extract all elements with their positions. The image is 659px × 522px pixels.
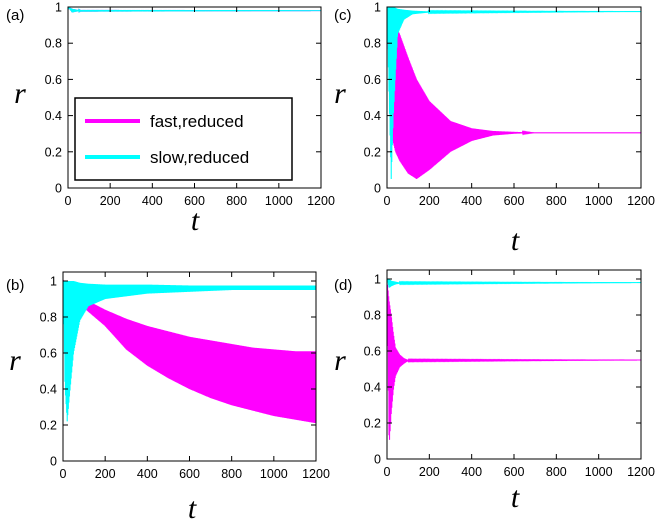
y-axis-label: r — [334, 344, 346, 377]
x-tick-label: 800 — [221, 467, 242, 481]
panel-b: 0 200 400 600 800 1000 1200 0 0.2 0.4 0.6 0.8 1 (b) r t — [6, 271, 330, 522]
x-tick-label: 800 — [546, 465, 567, 479]
x-tick-label: 1200 — [627, 194, 655, 208]
x-tick-label: 800 — [546, 194, 567, 208]
y-tick-label: 1 — [50, 275, 57, 289]
x-tick-label: 1000 — [585, 465, 613, 479]
x-tick-label: 600 — [179, 467, 200, 481]
legend-entry: slow,reduced — [150, 148, 249, 167]
y-tick-label: 0.4 — [364, 109, 381, 123]
panel-label: (c) — [334, 7, 352, 24]
series-slow-reduced — [387, 278, 641, 288]
y-tick-label: 0.8 — [364, 309, 381, 323]
x-tick-label: 0 — [384, 465, 391, 479]
y-axis-label: r — [334, 77, 346, 110]
x-tick-label: 1200 — [307, 194, 335, 208]
y-tick-label: 0.6 — [364, 345, 381, 359]
panel-a: 0 200 400 600 800 1000 1200 0 0.2 0.4 0.6 0.8 1 (a) r t… — [6, 1, 335, 238]
y-axis-label: r — [9, 344, 21, 377]
x-axis-label: t — [511, 481, 520, 514]
series-slow-reduced — [63, 280, 316, 422]
y-tick-label: 0 — [50, 455, 57, 469]
panel-d: 0 200 400 600 800 1000 1200 0 0.2 0.4 0.6 0.8 1 (d) r t — [334, 269, 655, 514]
y-tick-label: 0.2 — [364, 145, 381, 159]
x-axis-label: t — [511, 224, 520, 257]
y-tick-label: 0.6 — [364, 73, 381, 87]
x-tick-label: 1000 — [260, 467, 288, 481]
y-tick-label: 0.8 — [40, 311, 57, 325]
y-tick-label: 0 — [374, 453, 381, 467]
legend-box — [74, 97, 293, 181]
x-tick-label: 0 — [65, 194, 72, 208]
x-tick-label: 0 — [60, 467, 67, 481]
panel-label: (a) — [6, 7, 24, 24]
series-fast-reduced — [63, 279, 316, 424]
x-tick-label: 600 — [184, 194, 205, 208]
x-tick-label: 400 — [137, 467, 158, 481]
x-tick-label: 1200 — [302, 467, 330, 481]
panel-label: (d) — [334, 277, 352, 294]
y-tick-label: 0.8 — [45, 37, 62, 51]
x-axis-label: t — [188, 492, 197, 522]
y-tick-label: 0.6 — [40, 347, 57, 361]
y-tick-label: 1 — [374, 273, 381, 287]
x-axis-label: t — [191, 204, 200, 237]
y-tick-label: 0.2 — [364, 417, 381, 431]
y-tick-label: 0 — [55, 182, 62, 196]
y-tick-label: 0.2 — [40, 419, 57, 433]
x-tick-label: 200 — [95, 467, 116, 481]
y-tick-label: 1 — [374, 1, 381, 15]
x-tick-label: 400 — [461, 194, 482, 208]
x-tick-label: 600 — [504, 465, 525, 479]
panel-c: 0 200 400 600 800 1000 1200 0 0.2 0.4 0.6 0.8 1 (c) r t — [334, 1, 655, 258]
x-tick-label: 200 — [419, 465, 440, 479]
plot-frame — [386, 269, 642, 460]
legend: fast,reduced slow,reduced — [74, 97, 293, 181]
y-tick-label: 0.2 — [45, 145, 62, 159]
y-tick-label: 0 — [374, 182, 381, 196]
series-fast-reduced — [387, 7, 641, 179]
x-tick-label: 200 — [100, 194, 121, 208]
x-tick-label: 800 — [226, 194, 247, 208]
y-axis-label: r — [14, 77, 26, 110]
y-tick-label: 0.4 — [40, 383, 57, 397]
y-tick-label: 1 — [55, 1, 62, 15]
x-tick-label: 1000 — [265, 194, 293, 208]
x-tick-label: 200 — [419, 194, 440, 208]
x-tick-label: 1000 — [585, 194, 613, 208]
series-fast-reduced — [387, 278, 641, 440]
y-tick-label: 0.8 — [364, 37, 381, 51]
y-tick-label: 0.6 — [45, 73, 62, 87]
x-tick-label: 1200 — [627, 465, 655, 479]
x-tick-label: 400 — [461, 465, 482, 479]
x-tick-label: 400 — [142, 194, 163, 208]
panel-label: (b) — [6, 277, 24, 294]
legend-entry: fast,reduced — [150, 112, 244, 131]
y-tick-label: 0.4 — [364, 381, 381, 395]
x-tick-label: 600 — [504, 194, 525, 208]
y-tick-label: 0.4 — [45, 109, 62, 123]
x-tick-label: 0 — [384, 194, 391, 208]
